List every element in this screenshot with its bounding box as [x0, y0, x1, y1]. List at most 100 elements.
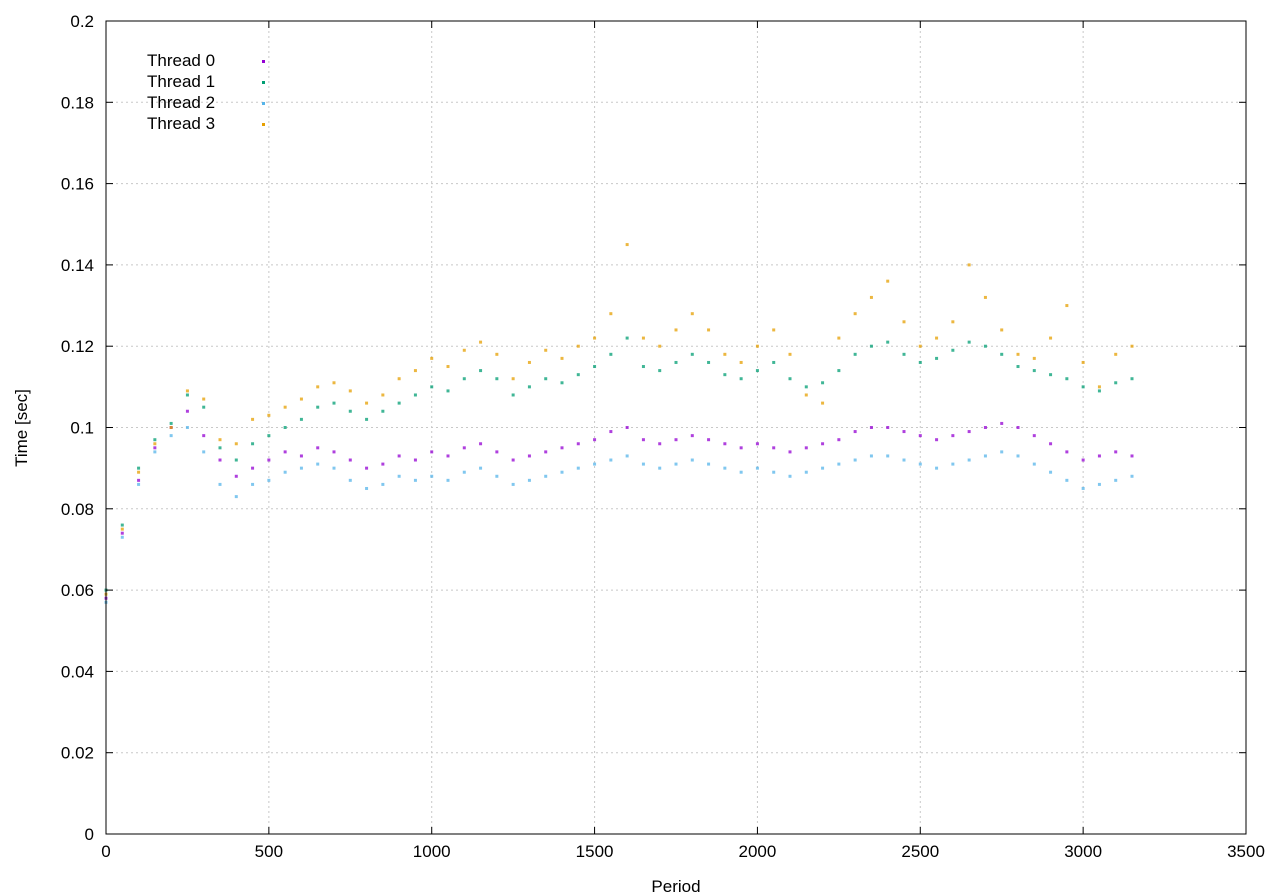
data-point [886, 454, 890, 458]
data-point [641, 462, 645, 466]
data-point [983, 454, 987, 458]
data-point [560, 446, 564, 450]
data-point [299, 466, 303, 470]
data-point [869, 344, 873, 348]
data-point [1065, 304, 1069, 308]
y-tick-label: 0.1 [70, 419, 94, 438]
data-point [283, 426, 287, 429]
data-point [723, 442, 727, 446]
data-point [1097, 389, 1101, 393]
data-point [527, 454, 531, 458]
data-point [951, 434, 955, 438]
data-point [951, 320, 955, 324]
data-point [495, 352, 499, 356]
data-point [788, 377, 792, 381]
data-point [120, 523, 124, 527]
data-point [218, 446, 222, 450]
data-point [283, 470, 287, 474]
y-tick-label: 0.06 [61, 581, 94, 600]
data-point [185, 393, 189, 397]
data-point [983, 295, 987, 299]
data-point [332, 466, 336, 470]
data-point [332, 401, 336, 405]
data-point [625, 243, 629, 247]
legend-entry-label: Thread 3 [147, 114, 215, 133]
data-point [1065, 377, 1069, 381]
data-point [218, 482, 222, 486]
data-point [446, 365, 450, 369]
data-point [527, 385, 531, 389]
data-point [544, 474, 548, 478]
data-point [413, 478, 417, 482]
data-point [1016, 454, 1020, 458]
data-point [772, 328, 776, 332]
data-point [462, 377, 466, 381]
y-axis-label: Time [sec] [12, 389, 31, 467]
data-point [935, 356, 939, 360]
data-point [1049, 336, 1053, 340]
data-point [185, 426, 189, 429]
data-point [316, 385, 320, 389]
data-point [185, 389, 189, 393]
data-point [707, 360, 711, 364]
data-point [707, 328, 711, 332]
data-point [332, 450, 336, 454]
data-point [365, 401, 369, 405]
data-point [593, 336, 597, 340]
data-point [1114, 450, 1118, 454]
data-point [299, 454, 303, 458]
data-point [886, 340, 890, 344]
data-point [918, 344, 922, 348]
data-point [267, 458, 271, 462]
legend-entry-label: Thread 1 [147, 72, 215, 91]
data-point [202, 434, 206, 438]
data-point [739, 377, 743, 381]
data-point [560, 356, 564, 360]
data-point [430, 450, 434, 454]
data-point [234, 495, 238, 499]
y-tick-label: 0 [85, 825, 94, 844]
legend-marker [262, 60, 265, 63]
data-point [821, 401, 825, 405]
data-point [202, 450, 206, 454]
data-point [348, 478, 352, 482]
data-point [886, 426, 890, 429]
data-point [674, 328, 678, 332]
data-point [283, 405, 287, 409]
data-point [609, 430, 613, 434]
legend: Thread 0 Thread 1 Thread 2 Thread 3 [147, 51, 265, 133]
data-point [641, 438, 645, 442]
data-point [951, 462, 955, 466]
data-point [658, 369, 662, 373]
data-point [381, 409, 385, 413]
data-point [576, 344, 580, 348]
data-point [1000, 421, 1004, 425]
data-point [983, 344, 987, 348]
data-point [1049, 373, 1053, 377]
data-point [462, 470, 466, 474]
data-point [609, 312, 613, 316]
data-point [495, 377, 499, 381]
data-point [381, 393, 385, 397]
data-point [625, 426, 629, 429]
data-point [479, 340, 483, 344]
data-point [185, 409, 189, 413]
data-point [153, 450, 157, 454]
data-point [967, 458, 971, 462]
data-point [1049, 442, 1053, 446]
data-point [251, 482, 255, 486]
data-point [576, 466, 580, 470]
data-point [120, 527, 124, 531]
data-point [511, 458, 515, 462]
data-point [821, 381, 825, 385]
data-point [674, 438, 678, 442]
data-point [430, 474, 434, 478]
x-tick-label: 1500 [576, 842, 614, 861]
x-tick-label: 2500 [901, 842, 939, 861]
x-tick-label: 3500 [1227, 842, 1265, 861]
data-point [348, 458, 352, 462]
data-point [1097, 385, 1101, 389]
data-point [169, 426, 173, 429]
legend-marker [262, 102, 265, 105]
data-point [430, 385, 434, 389]
